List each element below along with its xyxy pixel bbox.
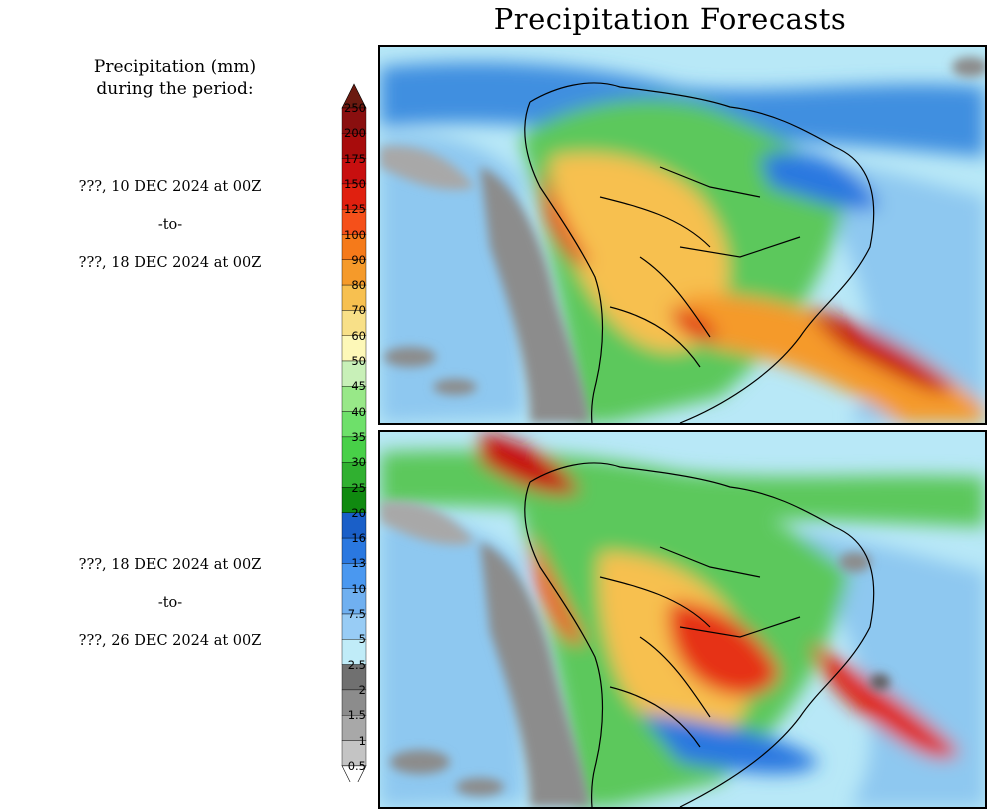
period-bottom-end: ???, 26 DEC 2024 at 00Z (78, 633, 262, 649)
chart-title: Precipitation Forecasts (493, 2, 847, 36)
colorbar-segment (341, 259, 367, 286)
colorbar-tick-label: 16 (351, 531, 366, 546)
colorbar-tick-label: 35 (351, 429, 366, 444)
colorbar-segment (341, 537, 367, 564)
colorbar-tick-label: 45 (351, 379, 366, 394)
legend-heading: Precipitation (mm) during the period: (60, 56, 290, 100)
colorbar-segment (341, 360, 367, 387)
colorbar-segment (341, 133, 367, 159)
colorbar-tick-label: 5 (358, 632, 366, 647)
colorbar-tick-label: 125 (344, 202, 366, 217)
map-panel-bottom (378, 430, 987, 809)
colorbar-tick-label: 2 (358, 682, 366, 697)
colorbar-segment (341, 715, 367, 741)
colorbar-tick-label: 10 (351, 581, 366, 596)
colorbar-segment (341, 689, 367, 716)
colorbar-segment (341, 183, 367, 210)
colorbar-tick-label: 175 (344, 151, 366, 166)
colorbar-segment (341, 588, 367, 615)
colorbar-tick-label: 30 (351, 455, 366, 470)
legend-heading-line2: during the period: (96, 79, 254, 99)
colorbar-segment (341, 487, 367, 513)
colorbar-segment (341, 386, 367, 412)
map-panel-top (378, 45, 987, 425)
colorbar-tick-label: 7.5 (347, 607, 366, 621)
colorbar-tick-label: 50 (351, 354, 366, 368)
colorbar-tick-label: 20 (351, 505, 366, 520)
colorbar-tick-label: 100 (344, 227, 366, 242)
colorbar-tick-label: 0.5 (347, 758, 366, 773)
colorbar-tick-label: 200 (344, 126, 366, 141)
colorbar-segment (341, 613, 367, 640)
period-top-start: ???, 10 DEC 2024 at 00Z (78, 179, 262, 195)
colorbar-segment (341, 462, 367, 488)
period-bottom-separator: -to- (157, 595, 183, 611)
colorbar-tick-label: 80 (351, 278, 366, 293)
colorbar-segment (341, 234, 367, 260)
colorbar-segment (341, 512, 367, 539)
colorbar-segment (341, 740, 367, 766)
colorbar (341, 83, 367, 782)
colorbar-tick-label: 60 (351, 328, 366, 343)
colorbar-tick-label: 70 (351, 303, 366, 318)
colorbar-segment (341, 158, 367, 185)
colorbar-segment (341, 335, 367, 362)
precip-map-top (380, 47, 985, 423)
period-bottom: ???, 18 DEC 2024 at 00Z -to- ???, 26 DEC… (40, 554, 300, 668)
colorbar-segment (341, 107, 367, 134)
colorbar-tick-label: 250 (344, 101, 366, 115)
colorbar-tick-label: 150 (344, 176, 366, 191)
colorbar-segment (341, 639, 367, 665)
colorbar-tick-label: 1.5 (347, 708, 366, 723)
colorbar-segment (341, 208, 367, 235)
period-top-separator: -to- (157, 217, 183, 233)
colorbar-tick-label: 13 (351, 556, 366, 571)
period-top-end: ???, 18 DEC 2024 at 00Z (78, 255, 262, 271)
legend-heading-line1: Precipitation (mm) (93, 57, 257, 77)
colorbar-segment (341, 436, 367, 463)
colorbar-tick-label: 2.5 (347, 657, 366, 672)
colorbar-tick-label: 90 (351, 252, 366, 267)
precip-map-bottom (380, 432, 985, 807)
colorbar-tick-label: 40 (351, 404, 366, 419)
colorbar-tick-label: 1 (358, 733, 366, 748)
colorbar-arrow-bottom (341, 765, 367, 782)
period-bottom-start: ???, 18 DEC 2024 at 00Z (78, 557, 262, 573)
colorbar-segment (341, 411, 367, 438)
colorbar-tick-label: 25 (351, 480, 366, 495)
colorbar-segment (341, 664, 367, 691)
period-top: ???, 10 DEC 2024 at 00Z -to- ???, 18 DEC… (40, 176, 300, 290)
